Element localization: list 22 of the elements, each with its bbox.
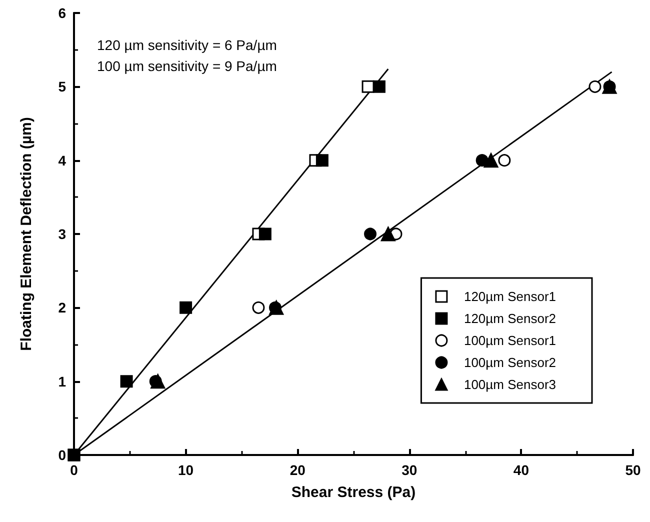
x-tick-label: 40 [513,462,530,478]
x-tick-label: 20 [290,462,306,478]
x-tick-label: 0 [70,462,78,478]
x-tick-label: 10 [178,462,194,478]
y-tick-label: 0 [58,447,66,463]
y-tick-label: 5 [58,78,66,95]
legend-label: 120µm Sensor1 [464,289,556,304]
legend-label: 120µm Sensor2 [464,311,556,326]
y-tick-label: 6 [58,5,66,21]
y-axis-title: Floating Element Deflection (µm) [18,117,35,351]
y-tick-label: 4 [58,152,66,168]
x-axis-title: Shear Stress (Pa) [291,484,416,501]
legend-label: 100µm Sensor1 [464,333,556,348]
annotation: 120 µm sensitivity = 6 Pa/µm [97,37,277,53]
annotation: 100 µm sensitivity = 9 Pa/µm [97,58,277,74]
x-tick-label: 30 [402,462,418,478]
legend-label: 100µm Sensor2 [464,355,556,370]
y-tick-label: 3 [58,226,66,242]
y-tick-label: 2 [58,300,66,316]
legend-label: 100µm Sensor3 [464,377,556,392]
x-tick-label: 50 [625,462,641,478]
y-tick-label: 1 [58,373,66,390]
